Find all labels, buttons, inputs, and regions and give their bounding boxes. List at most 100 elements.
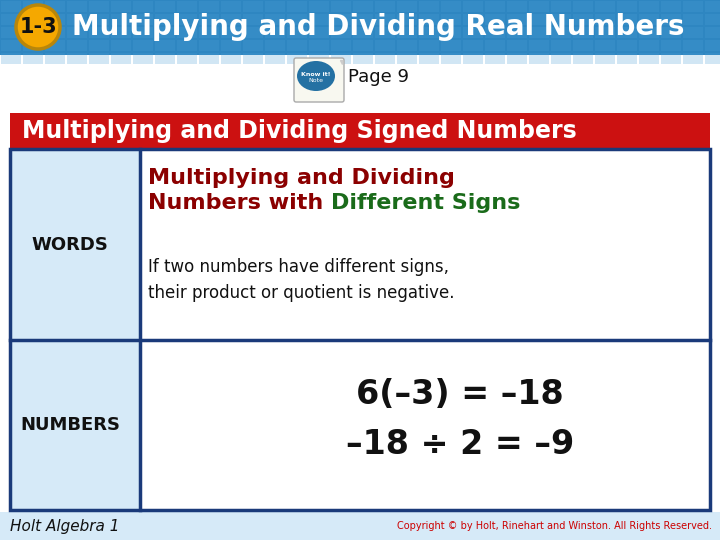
Bar — [507, 1, 527, 12]
Bar — [67, 53, 87, 64]
Bar — [309, 14, 329, 25]
Bar — [595, 14, 615, 25]
Bar — [133, 53, 153, 64]
Bar — [463, 1, 483, 12]
Bar — [595, 1, 615, 12]
Bar — [331, 14, 351, 25]
Bar — [617, 14, 637, 25]
Bar — [595, 53, 615, 64]
Bar — [45, 27, 65, 38]
Bar — [441, 53, 461, 64]
Bar — [507, 27, 527, 38]
Bar — [1, 1, 21, 12]
Bar — [639, 27, 659, 38]
Bar — [199, 1, 219, 12]
Bar — [705, 53, 720, 64]
Bar — [419, 53, 439, 64]
Bar — [221, 53, 241, 64]
Bar — [309, 1, 329, 12]
Bar — [67, 40, 87, 51]
Bar — [529, 40, 549, 51]
Text: NUMBERS: NUMBERS — [20, 416, 120, 434]
Bar — [353, 14, 373, 25]
Bar — [419, 14, 439, 25]
Bar — [177, 27, 197, 38]
Bar — [397, 40, 417, 51]
Bar — [551, 27, 571, 38]
Bar — [199, 27, 219, 38]
Text: WORDS: WORDS — [32, 236, 109, 254]
Bar — [661, 1, 681, 12]
Bar — [353, 1, 373, 12]
Bar — [23, 1, 43, 12]
Bar — [89, 40, 109, 51]
Bar — [397, 27, 417, 38]
Bar — [551, 14, 571, 25]
Bar — [353, 40, 373, 51]
Bar — [1, 40, 21, 51]
Bar — [507, 40, 527, 51]
Bar — [683, 27, 703, 38]
Bar — [485, 1, 505, 12]
Bar — [67, 1, 87, 12]
Bar — [177, 40, 197, 51]
Bar — [639, 1, 659, 12]
Text: Know it!: Know it! — [301, 71, 330, 77]
Bar — [89, 1, 109, 12]
Bar — [661, 27, 681, 38]
Bar — [199, 14, 219, 25]
Bar — [287, 27, 307, 38]
Bar — [331, 27, 351, 38]
Bar — [243, 40, 263, 51]
Bar — [507, 14, 527, 25]
Text: Multiplying and Dividing Real Numbers: Multiplying and Dividing Real Numbers — [72, 13, 685, 41]
Bar — [243, 27, 263, 38]
Bar — [177, 1, 197, 12]
Bar — [265, 1, 285, 12]
Bar — [111, 53, 131, 64]
Bar — [331, 40, 351, 51]
Bar — [133, 27, 153, 38]
Text: Copyright © by Holt, Rinehart and Winston. All Rights Reserved.: Copyright © by Holt, Rinehart and Winsto… — [397, 521, 712, 531]
Ellipse shape — [297, 61, 335, 91]
Bar — [529, 27, 549, 38]
Bar — [1, 27, 21, 38]
Bar — [375, 53, 395, 64]
Bar — [463, 53, 483, 64]
Bar — [375, 14, 395, 25]
Bar — [397, 14, 417, 25]
Bar — [111, 14, 131, 25]
Bar — [441, 14, 461, 25]
Bar — [331, 53, 351, 64]
Text: 6(–3) = –18: 6(–3) = –18 — [356, 379, 564, 411]
Bar — [155, 14, 175, 25]
Bar — [243, 53, 263, 64]
Bar — [221, 27, 241, 38]
Bar — [111, 27, 131, 38]
Bar — [265, 27, 285, 38]
Bar — [529, 14, 549, 25]
Bar — [375, 27, 395, 38]
Bar — [661, 40, 681, 51]
Bar — [441, 1, 461, 12]
Bar — [133, 14, 153, 25]
Bar — [507, 53, 527, 64]
Bar — [10, 149, 140, 340]
Bar — [10, 113, 710, 149]
Bar — [551, 53, 571, 64]
Text: –18 ÷ 2 = –9: –18 ÷ 2 = –9 — [346, 429, 574, 462]
Bar — [375, 1, 395, 12]
Bar — [683, 40, 703, 51]
Bar — [199, 53, 219, 64]
Text: Different Signs: Different Signs — [331, 193, 521, 213]
Text: Numbers with: Numbers with — [148, 193, 331, 213]
Bar — [199, 40, 219, 51]
Bar — [0, 512, 720, 540]
Bar — [661, 53, 681, 64]
Bar — [551, 40, 571, 51]
Bar — [705, 14, 720, 25]
Bar — [67, 27, 87, 38]
Bar — [45, 53, 65, 64]
Bar — [331, 1, 351, 12]
Bar — [463, 27, 483, 38]
